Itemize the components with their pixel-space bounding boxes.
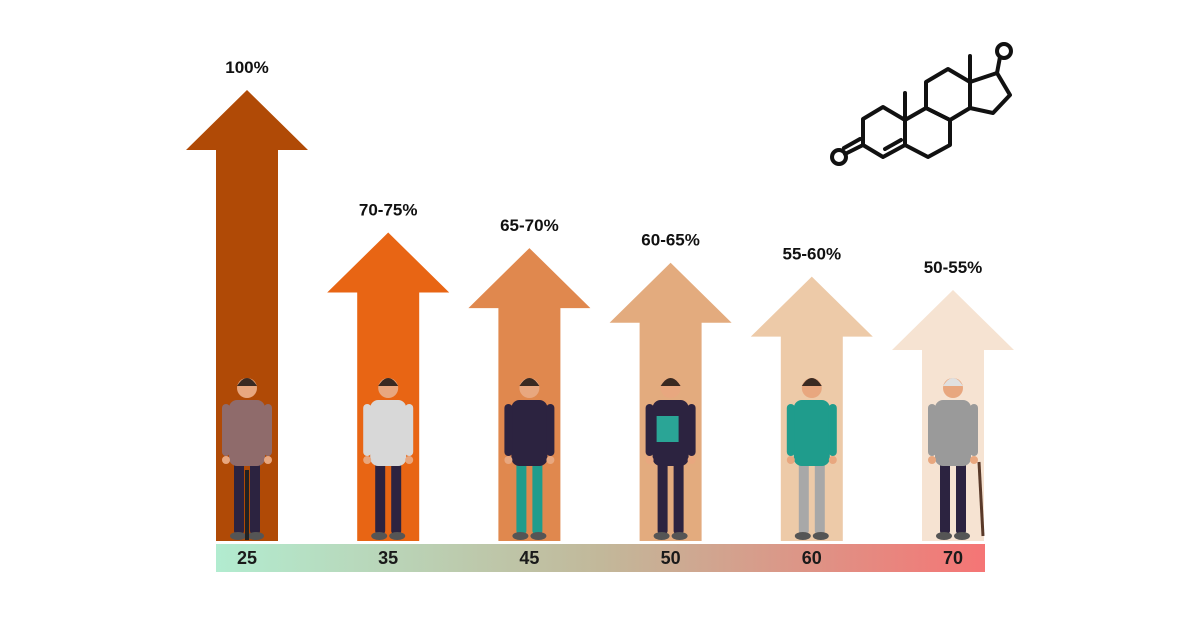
man-striped-shirt-figure (504, 378, 555, 540)
folder-icon (656, 416, 679, 442)
age-axis-bar (216, 544, 985, 572)
elderly-man-with-cane-figure (928, 378, 985, 540)
age-labels: 25 35 45 50 60 70 (237, 548, 963, 568)
arrow-bar-25 (186, 90, 308, 541)
age-label: 50 (661, 548, 681, 568)
value-label: 55-60% (782, 245, 841, 264)
cyclist-figure (222, 378, 272, 540)
age-label: 25 (237, 548, 257, 568)
value-label: 70-75% (359, 201, 418, 220)
value-label: 50-55% (924, 258, 983, 277)
people-layer (222, 378, 985, 540)
age-label: 35 (378, 548, 398, 568)
cane-icon (977, 461, 985, 537)
businessman-with-folder-figure (645, 378, 696, 540)
value-label: 100% (225, 58, 268, 77)
young-man-with-bag-figure (363, 378, 414, 540)
age-label: 70 (943, 548, 963, 568)
arrows-layer (186, 90, 1014, 542)
value-label: 65-70% (500, 216, 559, 235)
age-label: 60 (802, 548, 822, 568)
age-label: 45 (519, 548, 539, 568)
value-labels: 100% 70-75% 65-70% 60-65% 55-60% 50-55% (225, 58, 982, 277)
man-teal-sweater-figure (786, 378, 837, 540)
testosterone-molecule-icon (830, 42, 1013, 166)
value-label: 60-65% (641, 231, 700, 250)
